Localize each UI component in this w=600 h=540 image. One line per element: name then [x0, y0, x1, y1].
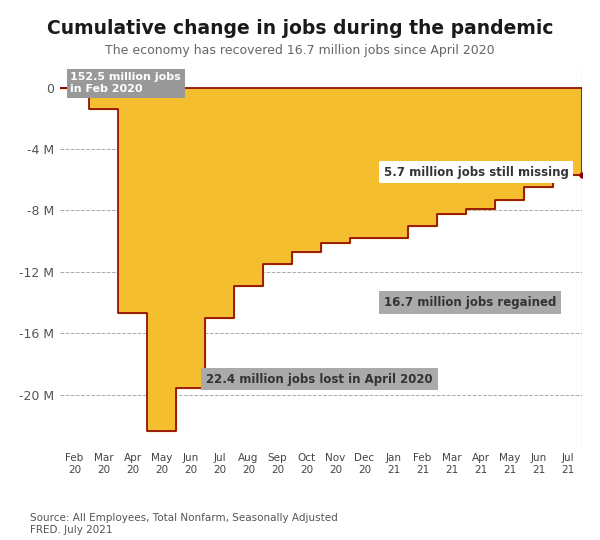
Text: 152.5 million jobs
in Feb 2020: 152.5 million jobs in Feb 2020: [70, 72, 181, 94]
Polygon shape: [60, 88, 582, 431]
Text: 22.4 million jobs lost in April 2020: 22.4 million jobs lost in April 2020: [206, 373, 433, 386]
Text: 16.7 million jobs regained: 16.7 million jobs regained: [383, 296, 556, 309]
Text: 5.7 million jobs still missing: 5.7 million jobs still missing: [383, 166, 569, 179]
Text: Source: All Employees, Total Nonfarm, Seasonally Adjusted
FRED. July 2021: Source: All Employees, Total Nonfarm, Se…: [30, 513, 338, 535]
Text: The economy has recovered 16.7 million jobs since April 2020: The economy has recovered 16.7 million j…: [105, 44, 495, 57]
Text: Cumulative change in jobs during the pandemic: Cumulative change in jobs during the pan…: [47, 19, 553, 38]
